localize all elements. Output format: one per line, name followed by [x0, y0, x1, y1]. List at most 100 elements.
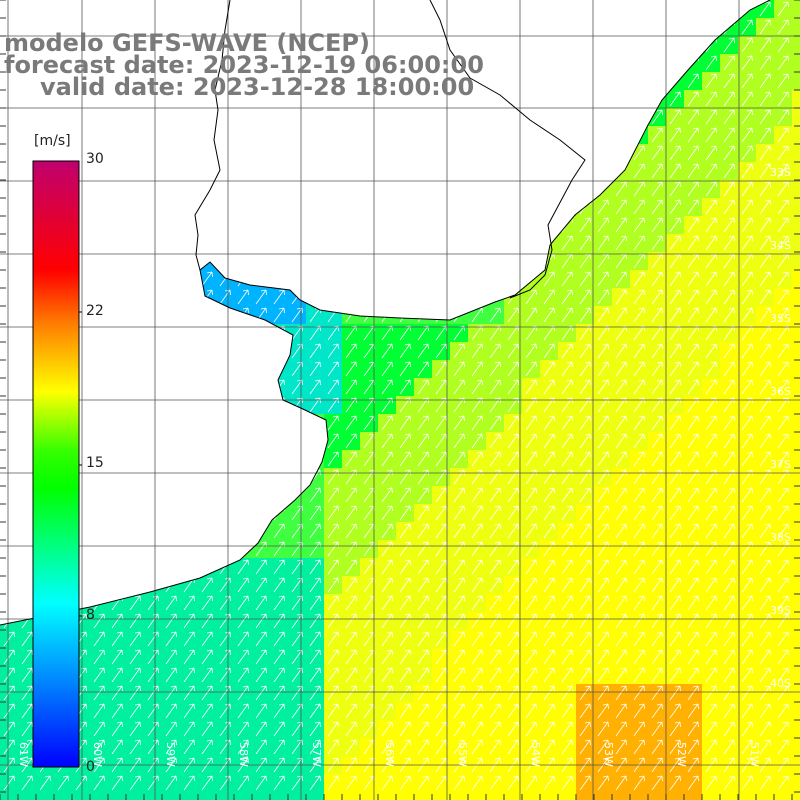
wind-arrow	[597, 343, 609, 359]
wind-arrow	[741, 109, 753, 125]
wind-arrow	[489, 415, 501, 431]
wind-arrow	[615, 235, 627, 251]
colorbar-tick-0: 0	[86, 759, 95, 775]
wind-cell	[792, 270, 800, 288]
wind-cell	[792, 666, 800, 684]
wind-arrow	[705, 91, 717, 107]
wind-arrow	[273, 307, 285, 323]
wind-arrow	[741, 235, 753, 251]
wind-arrow	[669, 289, 681, 305]
wind-arrow	[741, 469, 753, 485]
wind-arrow	[435, 469, 447, 485]
wind-arrow	[507, 505, 519, 521]
wind-arrow	[453, 379, 465, 395]
wind-arrow	[543, 415, 555, 431]
wind-arrow	[651, 433, 663, 449]
wind-arrow	[759, 487, 771, 503]
wind-arrow	[687, 505, 699, 521]
wind-arrow	[417, 361, 429, 377]
wind-arrow	[705, 127, 717, 143]
wind-cell	[324, 792, 342, 800]
wind-arrow	[381, 451, 393, 467]
wind-arrow	[507, 451, 519, 467]
wind-arrow	[435, 433, 447, 449]
wind-arrow	[759, 469, 771, 485]
wind-arrow	[741, 217, 753, 233]
wind-arrow	[345, 523, 357, 539]
wind-arrow	[777, 19, 789, 35]
wind-cell	[306, 792, 324, 800]
colorbar	[32, 160, 82, 768]
wind-arrow	[309, 361, 321, 377]
wind-arrow	[777, 505, 789, 521]
wind-cell	[792, 378, 800, 396]
latitude-label: 38S	[770, 531, 791, 544]
wind-cell	[684, 792, 702, 800]
wind-cell	[792, 720, 800, 738]
wind-arrow	[525, 469, 537, 485]
wind-arrow	[309, 487, 321, 503]
wind-arrow	[597, 433, 609, 449]
wind-arrow	[561, 361, 573, 377]
wind-cell	[792, 576, 800, 594]
wind-cell	[792, 252, 800, 270]
wind-arrow	[741, 145, 753, 161]
wind-arrow	[669, 199, 681, 215]
wind-arrow	[471, 343, 483, 359]
longitude-label: 57W	[310, 742, 323, 767]
colorbar-tick-8: 8	[86, 607, 95, 623]
wind-arrow	[417, 343, 429, 359]
wind-arrow	[777, 415, 789, 431]
wind-arrow	[327, 379, 339, 395]
wind-arrow	[687, 343, 699, 359]
wind-arrow	[417, 433, 429, 449]
wind-cell	[792, 108, 800, 126]
wind-arrow	[741, 73, 753, 89]
wind-arrow	[453, 433, 465, 449]
wind-arrow	[381, 343, 393, 359]
wind-arrow	[615, 289, 627, 305]
wind-arrow	[651, 487, 663, 503]
wind-arrow	[651, 451, 663, 467]
wind-arrow	[345, 379, 357, 395]
wind-arrow	[651, 307, 663, 323]
wind-arrow	[345, 415, 357, 431]
wind-arrow	[399, 469, 411, 485]
wind-cell	[540, 792, 558, 800]
wind-arrow	[507, 415, 519, 431]
wind-arrow	[525, 505, 537, 521]
wind-cell	[792, 396, 800, 414]
wind-arrow	[327, 487, 339, 503]
wind-arrow	[543, 469, 555, 485]
latitude-label: 33S	[770, 166, 791, 179]
wind-arrow	[417, 523, 429, 539]
wind-arrow	[723, 37, 735, 53]
wind-arrow	[561, 379, 573, 395]
wind-arrow	[759, 163, 771, 179]
wind-arrow	[741, 487, 753, 503]
wind-arrow	[381, 523, 393, 539]
wind-cell	[504, 792, 522, 800]
wind-arrow	[579, 217, 591, 233]
wind-arrow	[345, 505, 357, 521]
wind-arrow	[777, 343, 789, 359]
wind-arrow	[633, 181, 645, 197]
wind-arrow	[327, 469, 339, 485]
wind-arrow	[759, 451, 771, 467]
wind-arrow	[759, 37, 771, 53]
wind-arrow	[741, 19, 753, 35]
wind-arrow	[471, 415, 483, 431]
wind-arrow	[489, 307, 501, 323]
wind-arrow	[615, 199, 627, 215]
wind-arrow	[777, 217, 789, 233]
wind-arrow	[561, 469, 573, 485]
longitude-label: 58W	[237, 742, 250, 767]
wind-arrow	[561, 289, 573, 305]
wind-arrow	[489, 487, 501, 503]
longitude-label: 52W	[675, 742, 688, 767]
wind-cell	[54, 792, 72, 800]
wind-arrow	[687, 307, 699, 323]
wind-arrow	[777, 1, 789, 17]
wind-cell	[792, 72, 800, 90]
wind-cell	[162, 792, 180, 800]
